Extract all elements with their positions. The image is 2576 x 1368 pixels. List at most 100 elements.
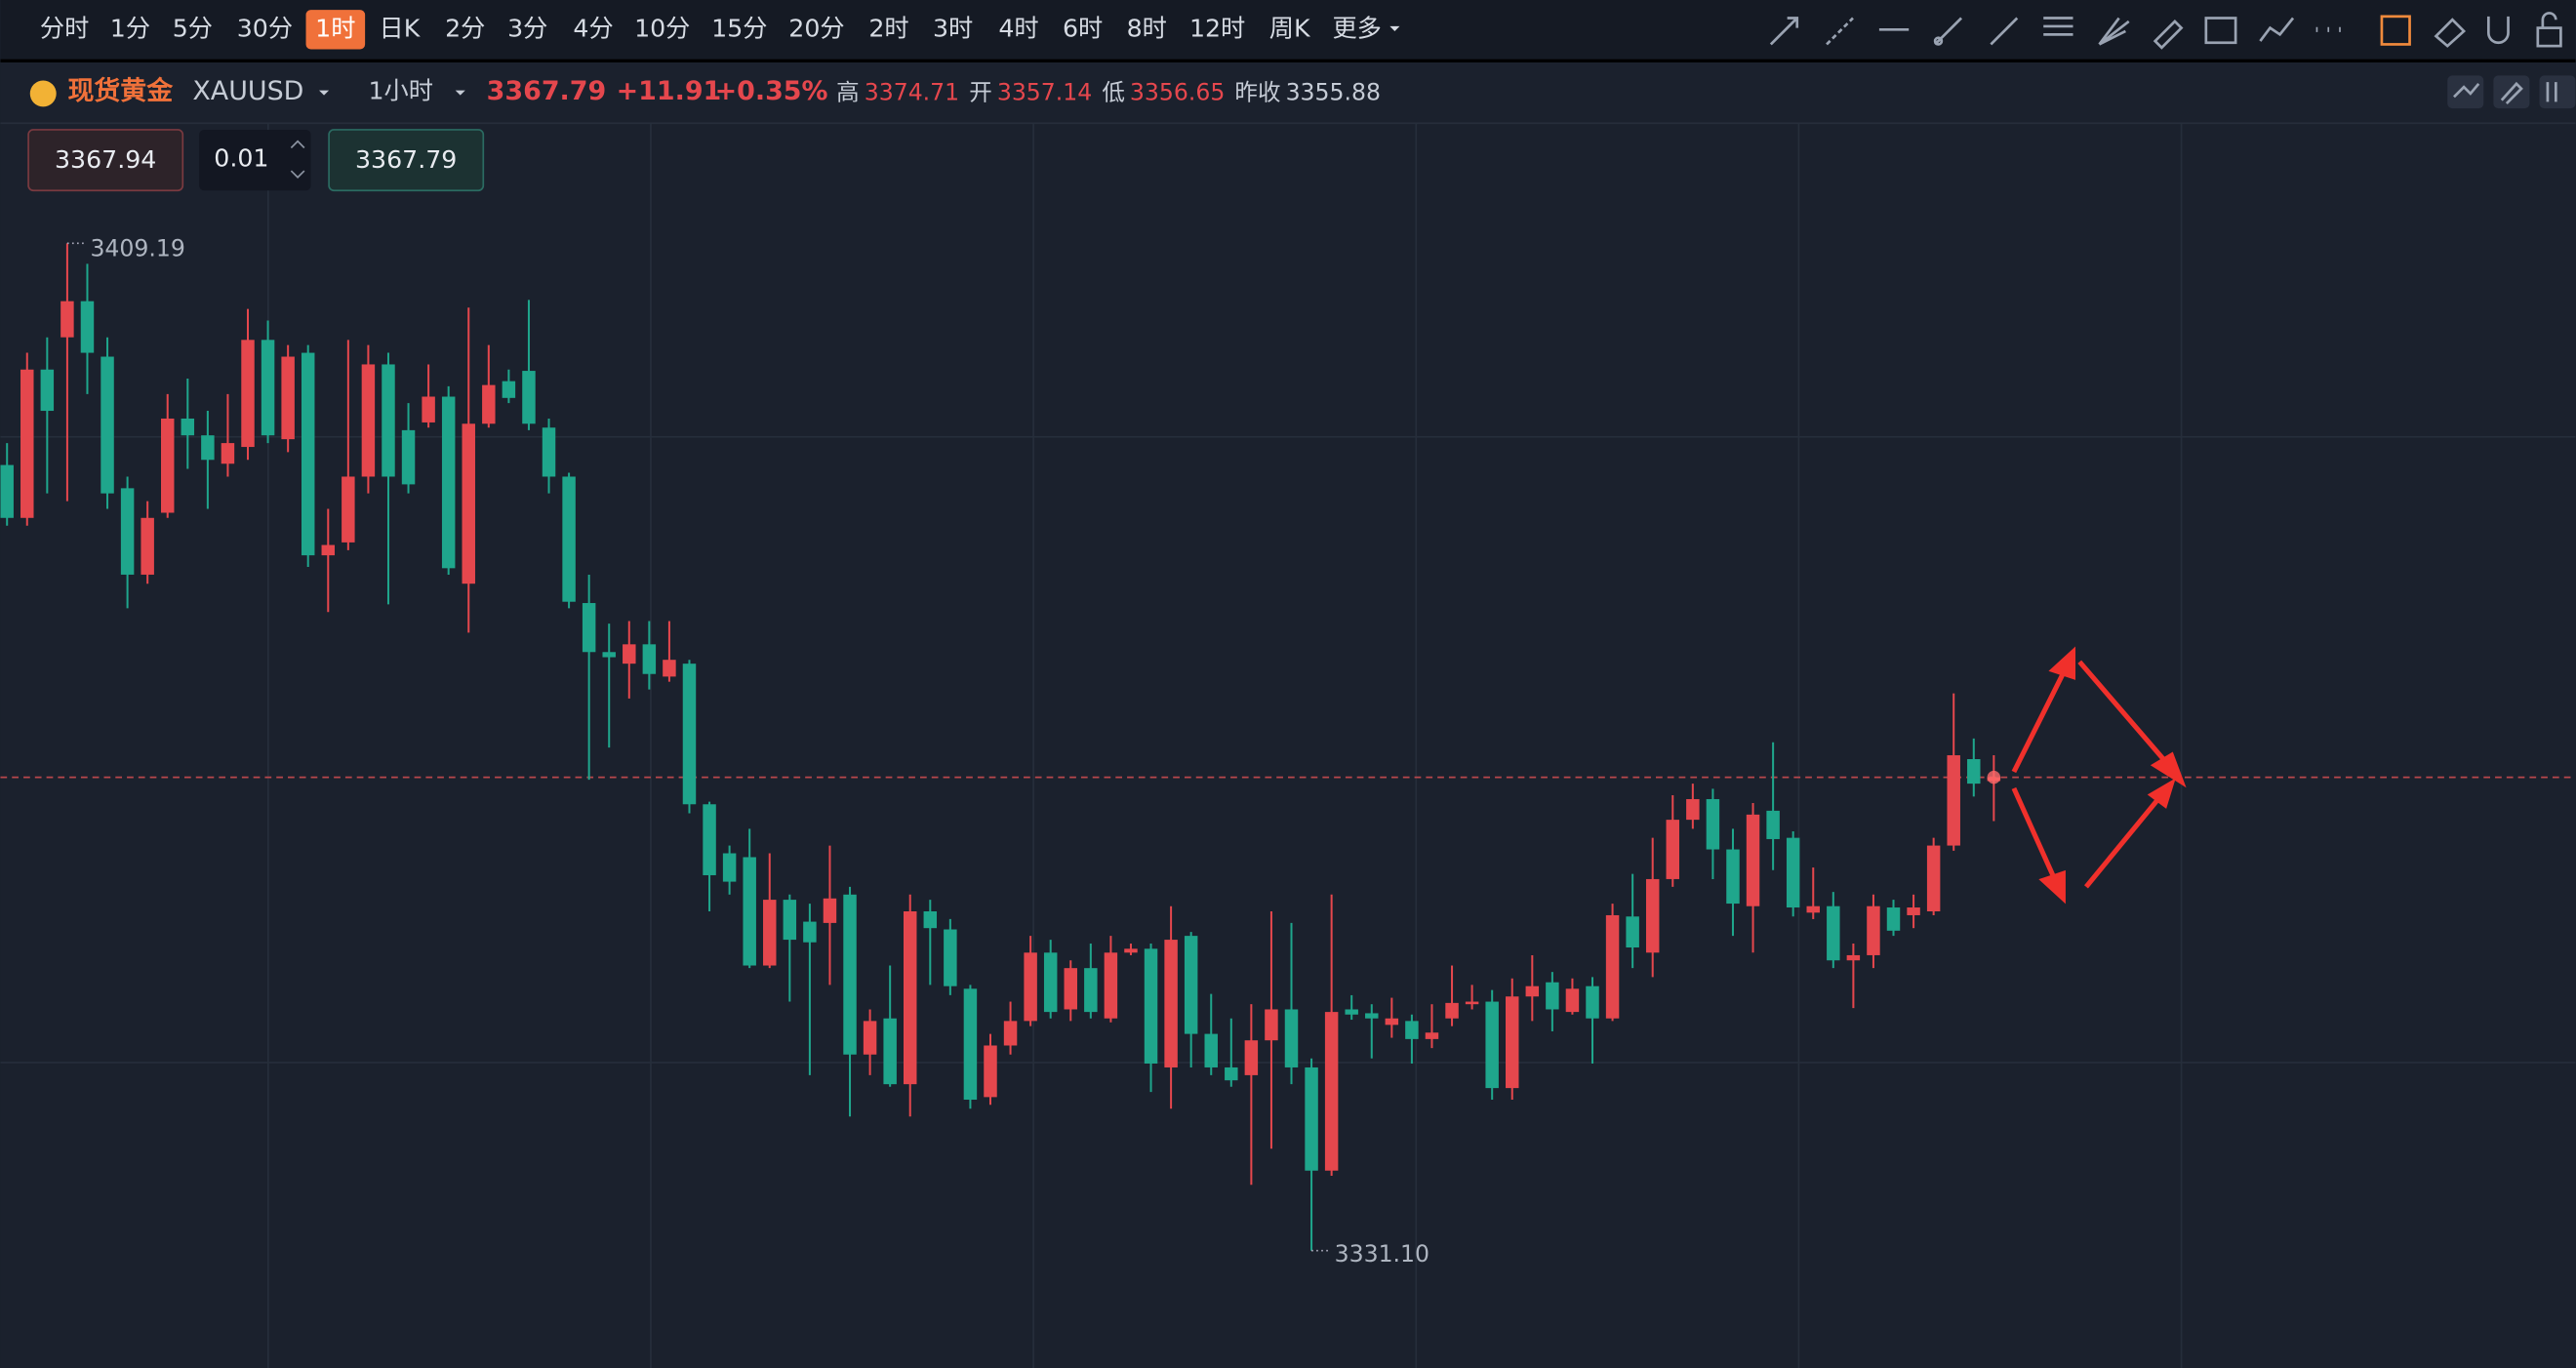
candle-body	[60, 301, 74, 338]
candle-body	[181, 418, 195, 436]
candle-body	[863, 1021, 877, 1055]
candle-body	[682, 664, 697, 805]
candle-body	[1225, 1066, 1238, 1081]
name: 现货黄金	[67, 75, 174, 106]
candle-body	[1846, 954, 1861, 961]
candle-body	[1345, 1009, 1358, 1015]
order-panel[interactable]	[27, 129, 485, 192]
candle-body	[1204, 1033, 1218, 1067]
interval-button[interactable]: 20分	[788, 14, 844, 42]
interval-button[interactable]: 2分	[445, 14, 485, 42]
candle-body	[1786, 837, 1800, 908]
toolbar	[0, 0, 2576, 60]
candle-body	[301, 352, 315, 556]
candle-body	[1907, 907, 1920, 915]
candle-body	[562, 476, 576, 602]
candle-body	[1525, 986, 1540, 997]
stepper[interactable]	[290, 140, 305, 179]
candle-body	[1184, 936, 1198, 1034]
candle-body	[1324, 1012, 1339, 1171]
interval-button[interactable]: 2时	[868, 14, 908, 42]
candle-body	[1244, 1040, 1259, 1075]
candle-body	[1605, 914, 1620, 1019]
interval-button[interactable]: 10分	[634, 14, 690, 42]
candle-body	[1365, 1013, 1379, 1019]
candle-body	[1506, 996, 1519, 1089]
interval-button[interactable]: 1分	[110, 14, 150, 42]
candle-body	[1645, 878, 1660, 953]
candle-body	[502, 381, 516, 398]
interval-button[interactable]: 4时	[998, 14, 1038, 42]
candle-body	[1746, 814, 1760, 906]
interval-button[interactable]: 分时	[40, 14, 89, 42]
candle-body	[1867, 905, 1880, 955]
candle-body	[342, 476, 355, 543]
candle-body	[1626, 916, 1639, 948]
interval-button[interactable]: 6时	[1063, 14, 1103, 42]
candle-body	[903, 910, 917, 1085]
candle-body	[944, 929, 957, 986]
interval-button[interactable]: 30分	[237, 14, 293, 42]
candle-body	[221, 443, 235, 464]
candle-body	[120, 488, 135, 575]
candle-body	[602, 652, 616, 658]
candle-body	[20, 369, 34, 518]
candle-body	[1445, 1002, 1459, 1019]
candle-body	[843, 894, 857, 1055]
interval-button[interactable]: 15分	[711, 14, 767, 42]
candle-body	[582, 603, 596, 653]
buy-price: 3367.79	[355, 145, 457, 174]
forecast-arrows	[2011, 646, 2187, 905]
candle-body	[923, 910, 938, 929]
active-interval-bg	[305, 10, 366, 50]
interval-button[interactable]: 3时	[933, 14, 973, 42]
candle-body	[743, 857, 756, 966]
low-label: 3331.10	[1335, 1240, 1429, 1267]
candle-body	[722, 853, 737, 882]
candle-body	[141, 517, 154, 575]
interval-button[interactable]: 8时	[1127, 14, 1167, 42]
candle-body	[1284, 1009, 1299, 1067]
candle-body	[1806, 905, 1820, 913]
stat-label: 开	[969, 78, 992, 105]
candle-body	[542, 427, 556, 477]
candle-body	[1144, 948, 1158, 1064]
candle-body	[201, 435, 215, 461]
buy-button[interactable]	[328, 129, 485, 192]
drawing-tools[interactable]	[1769, 12, 2576, 109]
period: 1小时	[368, 76, 433, 104]
lot-input[interactable]	[199, 129, 311, 191]
interval-button[interactable]: 12时	[1189, 14, 1245, 42]
candle-body	[803, 921, 817, 943]
interval-button[interactable]: 3分	[507, 14, 547, 42]
candle-body	[823, 898, 837, 923]
stat-label: 昨收	[1234, 78, 1280, 105]
symbol-caret	[318, 90, 330, 96]
interval-button[interactable]: 4分	[573, 14, 613, 42]
stat-value: 3374.71	[865, 78, 959, 105]
interval-button[interactable]: 周K	[1269, 14, 1311, 42]
candle-body	[984, 1045, 997, 1098]
candle-body	[1164, 940, 1178, 1067]
candle-body	[0, 464, 14, 518]
candle-body	[1265, 1009, 1278, 1041]
candle-body	[783, 900, 797, 941]
interval-button[interactable]: 5分	[173, 14, 213, 42]
stat-value: 3357.14	[997, 78, 1092, 105]
interval-button[interactable]: 1时	[315, 14, 355, 42]
candle-body	[482, 384, 496, 424]
price: 3367.79	[487, 76, 607, 106]
candle-body	[1726, 849, 1740, 905]
candle-body	[1124, 948, 1138, 953]
sell-button[interactable]	[27, 129, 184, 192]
candle-body	[161, 418, 175, 513]
stat-label: 低	[1102, 78, 1125, 105]
candle-body	[1003, 1021, 1018, 1046]
interval-button[interactable]: 更多	[1332, 14, 1381, 42]
candle-body	[1926, 845, 1941, 911]
current-dot	[1987, 770, 2001, 785]
symbol: XAUUSD	[192, 76, 303, 106]
interval-button[interactable]: 日K	[380, 14, 422, 42]
candle-body	[623, 644, 636, 664]
